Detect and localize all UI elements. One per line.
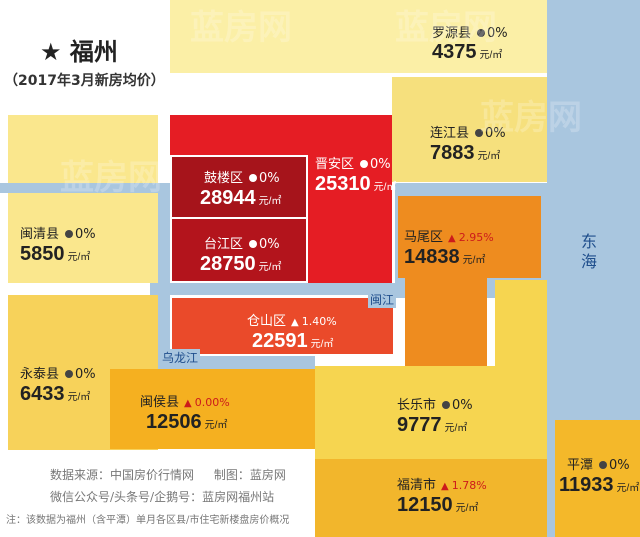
district-name: 仓山区 — [247, 314, 287, 329]
up-arrow-icon: ▲ — [291, 317, 299, 328]
price-unit: 元/㎡ — [204, 420, 228, 431]
price-value: 22591 — [252, 330, 308, 352]
price-unit: 元/㎡ — [455, 503, 479, 514]
tile-minqing-top — [8, 115, 158, 183]
river-vertical-left — [158, 183, 170, 368]
district-name: 罗源县 — [432, 26, 472, 41]
tile-cangshan: 仓山区 ▲ 1.40% 22591 元/㎡ — [170, 296, 395, 356]
tile-luoyuan: 罗源县 0% 4375 元/㎡ — [170, 0, 547, 73]
change-value: 1.78% — [451, 479, 487, 492]
price-value: 28750 — [200, 253, 256, 275]
price-unit: 元/㎡ — [477, 151, 501, 162]
price-unit: 元/㎡ — [258, 262, 282, 273]
flat-dot-icon — [477, 29, 486, 37]
tile-mawei-lower — [405, 278, 487, 366]
change-value: 0% — [75, 227, 96, 242]
star-icon: ★ — [40, 38, 62, 66]
change-value: 0% — [259, 237, 280, 252]
minjiang-river-upper — [0, 183, 170, 193]
up-arrow-icon: ▲ — [448, 233, 456, 244]
tile-pingtan: 平潭 0% 11933 元/㎡ — [555, 420, 640, 537]
price-unit: 元/㎡ — [67, 252, 91, 263]
city-name: 福州 — [69, 38, 118, 66]
minjiang-label: 闽江 — [368, 291, 397, 308]
district-name: 晋安区 — [315, 157, 355, 172]
price-unit: 元/㎡ — [258, 196, 282, 207]
price-value: 6433 — [20, 383, 65, 405]
price-unit: 元/㎡ — [479, 50, 503, 61]
tile-changle-upper — [495, 280, 547, 370]
tile-mawei: 马尾区 ▲ 2.95% 14838 元/㎡ — [398, 196, 541, 278]
up-arrow-icon: ▲ — [184, 398, 192, 409]
price-unit: 元/㎡ — [444, 423, 468, 434]
up-arrow-icon: ▲ — [441, 481, 449, 492]
tile-gulou: 鼓楼区 0% 28944 元/㎡ — [170, 155, 308, 219]
price-unit: 元/㎡ — [67, 392, 91, 403]
price-unit: 元/㎡ — [616, 483, 640, 494]
price-value: 28944 — [200, 187, 256, 209]
district-name: 长乐市 — [397, 398, 437, 413]
flat-dot-icon — [249, 240, 258, 248]
price-unit: 元/㎡ — [373, 182, 397, 193]
footer-accounts: 微信公众号/头条号/企鹅号：蓝房网福州站 — [50, 490, 275, 504]
flat-dot-icon — [65, 370, 74, 378]
price-value: 9777 — [397, 414, 442, 436]
tile-changle: 长乐市 0% 9777 元/㎡ — [315, 366, 547, 459]
price-value: 7883 — [430, 142, 475, 164]
change-value: 0% — [485, 126, 506, 141]
price-value: 25310 — [315, 173, 371, 195]
tile-minhou: 闽侯县 ▲ 0.00% 12506 元/㎡ — [110, 369, 315, 449]
tile-taijiang: 台江区 0% 28750 元/㎡ — [170, 219, 308, 283]
minjiang-river-band — [150, 283, 420, 295]
footer-source: 数据来源：中国房价行情网 制图：蓝房网 — [50, 468, 286, 482]
change-value: 0% — [609, 458, 630, 473]
title-block — [0, 0, 170, 110]
change-value: 0.00% — [194, 396, 230, 409]
tile-lianjiang: 连江县 0% 7883 元/㎡ — [392, 77, 547, 182]
price-value: 12150 — [397, 494, 453, 516]
district-name: 永泰县 — [20, 367, 60, 382]
page-title: ★ 福州 — [40, 32, 118, 67]
tile-fuqing: 福清市 ▲ 1.78% 12150 元/㎡ — [315, 459, 547, 537]
wulongjiang-label: 乌龙江 — [160, 349, 201, 366]
district-name: 闽清县 — [20, 227, 60, 242]
tile-minqing: 闽清县 0% 5850 元/㎡ — [8, 193, 158, 283]
price-unit: 元/㎡ — [310, 339, 334, 350]
flat-dot-icon — [475, 129, 484, 137]
change-value: 0% — [259, 171, 280, 186]
district-name: 福清市 — [397, 478, 437, 493]
price-unit: 元/㎡ — [462, 255, 486, 266]
flat-dot-icon — [249, 174, 258, 182]
change-value: 0% — [487, 26, 508, 41]
district-name: 台江区 — [204, 237, 244, 252]
price-value: 12506 — [146, 411, 202, 433]
flat-dot-icon — [65, 230, 74, 238]
change-value: 0% — [452, 398, 473, 413]
district-name: 鼓楼区 — [204, 171, 244, 186]
price-value: 14838 — [404, 246, 460, 268]
footer-note: 注：该数据为福州（含平潭）单月各区县/市住宅新楼盘房价概况 — [6, 515, 290, 526]
change-value: 1.40% — [301, 315, 337, 328]
price-value: 5850 — [20, 243, 65, 265]
change-value: 2.95% — [458, 231, 494, 244]
change-value: 0% — [370, 157, 391, 172]
page-subtitle: （2017年3月新房均价） — [4, 73, 165, 89]
district-name: 连江县 — [430, 126, 470, 141]
district-name: 闽侯县 — [140, 395, 180, 410]
sea-label: 东海 — [580, 232, 597, 271]
change-value: 0% — [75, 367, 96, 382]
flat-dot-icon — [599, 461, 608, 469]
flat-dot-icon — [360, 160, 369, 168]
price-value: 4375 — [432, 41, 477, 63]
flat-dot-icon — [442, 401, 451, 409]
district-name: 马尾区 — [404, 230, 444, 245]
district-name: 平潭 — [567, 458, 594, 473]
price-value: 11933 — [559, 474, 614, 496]
